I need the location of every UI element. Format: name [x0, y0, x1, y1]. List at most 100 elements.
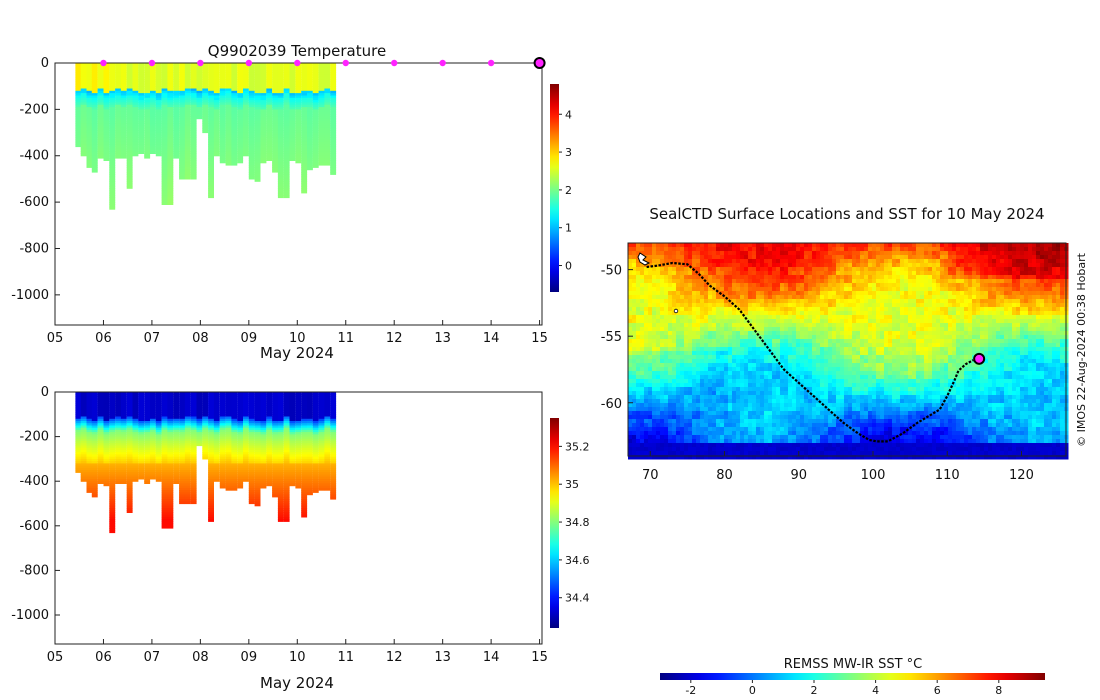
- x-tick-label: 06: [95, 650, 112, 665]
- x-tick-label: 15: [531, 650, 548, 665]
- map-x-tick-label: 70: [642, 468, 659, 483]
- temperature-section-panel: Q9902039 Temperature 0 -200 -400 -600 -800 -1…: [11, 42, 572, 362]
- salinity-x-label: May 2024: [260, 674, 334, 692]
- x-tick-label: 06: [95, 331, 112, 346]
- sst-colorbar-tick-label: 4: [872, 684, 879, 697]
- salinity-axes-frame: [54, 391, 543, 645]
- x-tick-label: 11: [337, 331, 354, 346]
- sst-colorbar-tick-label: 6: [934, 684, 941, 697]
- sst-colorbar-label: REMSS MW-IR SST °C: [784, 657, 923, 672]
- x-tick-label: 08: [192, 331, 209, 346]
- colorbar-tick-label: 34.8: [565, 516, 590, 529]
- sst-colorbar-tick-label: 2: [811, 684, 818, 697]
- salinity-cells: [75, 392, 337, 534]
- sst-map-y-ticks: -50 -55 -60: [601, 264, 633, 412]
- x-tick-label: 12: [386, 331, 403, 346]
- sst-colorbar-tick-label: 0: [749, 684, 756, 697]
- surface-profile-marker: [391, 59, 398, 67]
- colorbar-tick-label: 35.2: [565, 440, 590, 453]
- surface-profile-marker: [197, 59, 204, 67]
- x-tick-label: 07: [144, 650, 161, 665]
- surface-profile-marker: [294, 59, 301, 67]
- temperature-colorbar-ticks: 0 1 2 3 4: [559, 108, 572, 273]
- map-x-tick-label: 100: [861, 468, 886, 483]
- salinity-y-ticks: 0 -200 -400 -600 -800 -1000: [11, 385, 60, 623]
- temperature-colorbar: [550, 84, 559, 292]
- heard-island: [673, 308, 679, 314]
- temperature-x-label: May 2024: [260, 344, 334, 362]
- sst-colorbar: [660, 673, 1045, 680]
- sst-map-cells: [628, 243, 1069, 460]
- x-tick-label: 14: [483, 650, 500, 665]
- surface-profile-marker: [439, 59, 446, 67]
- map-x-tick-label: 90: [790, 468, 807, 483]
- salinity-section-panel: 0 -200 -400 -600 -800 -1000 05 06 07 08 09 10 11 12 1…: [11, 385, 589, 692]
- temperature-cells: [75, 63, 337, 210]
- surface-profile-marker: [342, 59, 349, 67]
- sst-colorbar-tick-label: -2: [685, 684, 696, 697]
- colorbar-tick-label: 1: [565, 222, 572, 235]
- surface-profile-marker: [100, 59, 107, 67]
- x-tick-label: 12: [386, 650, 403, 665]
- map-y-tick-label: -60: [601, 397, 622, 412]
- y-tick-label: -800: [19, 563, 49, 578]
- x-tick-label: 13: [434, 331, 451, 346]
- sst-map-x-ticks: 70 80 90 100 110 120: [642, 451, 1034, 483]
- y-tick-label: 0: [41, 56, 49, 71]
- temperature-title: Q9902039 Temperature: [208, 42, 386, 60]
- salinity-x-ticks: 05 06 07 08 09 10 11 12 13 14 15: [47, 639, 548, 665]
- y-tick-label: 0: [41, 385, 49, 400]
- x-tick-label: 10: [289, 331, 306, 346]
- x-tick-label: 14: [483, 331, 500, 346]
- surface-profile-marker: [487, 59, 495, 67]
- x-tick-label: 08: [192, 650, 209, 665]
- y-tick-label: -200: [19, 430, 49, 445]
- colorbar-tick-label: 3: [565, 146, 572, 159]
- salinity-colorbar-ticks: 34.4 34.6 34.8 35 35.2: [559, 440, 590, 605]
- temperature-surface-markers: [100, 57, 546, 69]
- colorbar-tick-label: 34.4: [565, 592, 590, 605]
- temperature-y-ticks: 0 -200 -400 -600 -800 -1000: [11, 56, 60, 303]
- map-x-tick-label: 110: [935, 468, 960, 483]
- salinity-colorbar: [550, 418, 559, 628]
- seal-current-position: [973, 352, 986, 365]
- sst-map-frame: [627, 242, 1067, 457]
- x-tick-label: 10: [289, 650, 306, 665]
- sst-colorbar-tick-label: 8: [995, 684, 1002, 697]
- colorbar-tick-label: 0: [565, 260, 572, 273]
- y-tick-label: -400: [19, 149, 49, 164]
- y-tick-label: -1000: [11, 608, 49, 623]
- y-tick-label: -600: [19, 519, 49, 534]
- kerguelen-island: [637, 252, 651, 266]
- temperature-x-ticks: 05 06 07 08 09 10 11 12 13 14 15: [47, 320, 548, 346]
- x-tick-label: 07: [144, 331, 161, 346]
- map-x-tick-label: 120: [1009, 468, 1034, 483]
- x-tick-label: 09: [241, 650, 258, 665]
- sst-map-title: SealCTD Surface Locations and SST for 10…: [649, 205, 1044, 223]
- y-tick-label: -200: [19, 102, 49, 117]
- sst-map-islands: [637, 252, 679, 314]
- map-y-tick-label: -50: [601, 264, 622, 279]
- y-tick-label: -400: [19, 474, 49, 489]
- colorbar-tick-label: 4: [565, 108, 572, 121]
- y-tick-label: -600: [19, 195, 49, 210]
- current-profile-marker: [533, 57, 546, 69]
- map-y-tick-label: -55: [601, 330, 622, 345]
- colorbar-tick-label: 34.6: [565, 554, 590, 567]
- surface-profile-marker: [245, 59, 253, 67]
- x-tick-label: 13: [434, 650, 451, 665]
- y-tick-label: -800: [19, 241, 49, 256]
- y-tick-label: -1000: [11, 288, 49, 303]
- x-tick-label: 05: [47, 650, 64, 665]
- x-tick-label: 11: [337, 650, 354, 665]
- colorbar-tick-label: 35: [565, 478, 579, 491]
- x-tick-label: 15: [531, 331, 548, 346]
- x-tick-label: 05: [47, 331, 64, 346]
- colorbar-tick-label: 2: [565, 184, 572, 197]
- map-x-tick-label: 80: [716, 468, 733, 483]
- sst-map-panel: SealCTD Surface Locations and SST for 10…: [601, 205, 1088, 697]
- sst-colorbar-ticks: -2 0 2 4 6 8: [685, 680, 1002, 697]
- x-tick-label: 09: [241, 331, 258, 346]
- surface-profile-marker: [148, 59, 156, 67]
